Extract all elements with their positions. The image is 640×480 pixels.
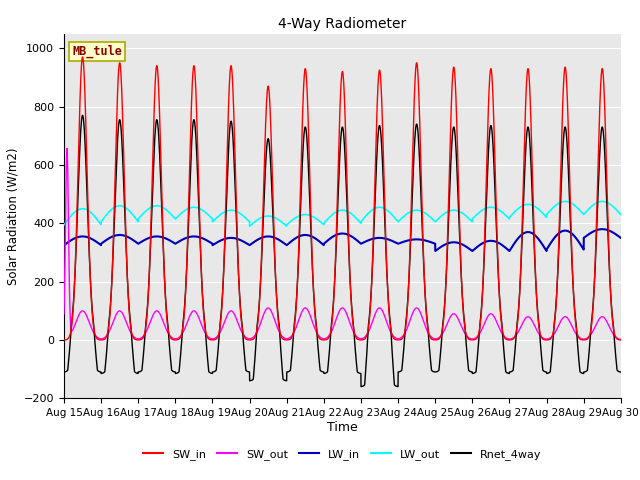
Rnet_4way: [617, 369, 625, 375]
Rnet_4way: [322, 370, 330, 376]
SW_in: [436, 334, 444, 340]
Line: SW_in: SW_in: [64, 57, 621, 340]
SW_out: [467, 336, 475, 342]
Title: 4-Way Radiometer: 4-Way Radiometer: [278, 17, 406, 31]
LW_in: [467, 247, 475, 253]
LW_in: [617, 235, 625, 241]
LW_out: [617, 212, 625, 217]
Rnet_4way: [60, 369, 68, 375]
SW_out: [499, 332, 507, 337]
Y-axis label: Solar Radiation (W/m2): Solar Radiation (W/m2): [6, 147, 20, 285]
LW_out: [499, 210, 507, 216]
LW_in: [499, 242, 506, 248]
LW_in: [436, 244, 444, 250]
LW_in: [60, 242, 68, 248]
Rnet_4way: [468, 369, 476, 375]
SW_out: [161, 321, 168, 327]
SW_in: [616, 337, 624, 343]
LW_in: [322, 240, 330, 245]
Rnet_4way: [79, 112, 86, 118]
SW_out: [60, 311, 68, 317]
SW_out: [322, 336, 330, 341]
SW_out: [616, 336, 624, 342]
LW_in: [160, 235, 168, 240]
SW_in: [322, 337, 330, 343]
SW_in: [499, 330, 507, 336]
LW_out: [436, 214, 444, 220]
Text: MB_tule: MB_tule: [72, 45, 122, 58]
LW_in: [598, 226, 606, 232]
Legend: SW_in, SW_out, LW_in, LW_out, Rnet_4way: SW_in, SW_out, LW_in, LW_out, Rnet_4way: [139, 444, 546, 464]
SW_out: [63, 145, 71, 151]
LW_in: [616, 235, 624, 240]
SW_in: [617, 337, 625, 343]
SW_in: [79, 54, 86, 60]
Line: LW_out: LW_out: [64, 202, 621, 226]
X-axis label: Time: Time: [327, 421, 358, 434]
Rnet_4way: [616, 369, 624, 375]
LW_out: [598, 199, 606, 204]
LW_out: [60, 222, 68, 228]
Line: Rnet_4way: Rnet_4way: [64, 115, 621, 386]
SW_in: [467, 337, 475, 343]
LW_out: [616, 211, 624, 217]
Rnet_4way: [436, 350, 444, 356]
LW_out: [246, 223, 253, 229]
SW_out: [617, 336, 625, 342]
SW_in: [60, 337, 68, 343]
Rnet_4way: [394, 384, 402, 389]
LW_out: [160, 205, 168, 211]
LW_in: [506, 248, 513, 254]
SW_in: [161, 267, 168, 273]
Line: SW_out: SW_out: [64, 148, 621, 339]
SW_out: [436, 334, 444, 339]
LW_out: [467, 218, 475, 224]
Rnet_4way: [499, 336, 507, 342]
Line: LW_in: LW_in: [64, 229, 621, 251]
Rnet_4way: [161, 268, 168, 274]
LW_out: [322, 218, 330, 224]
